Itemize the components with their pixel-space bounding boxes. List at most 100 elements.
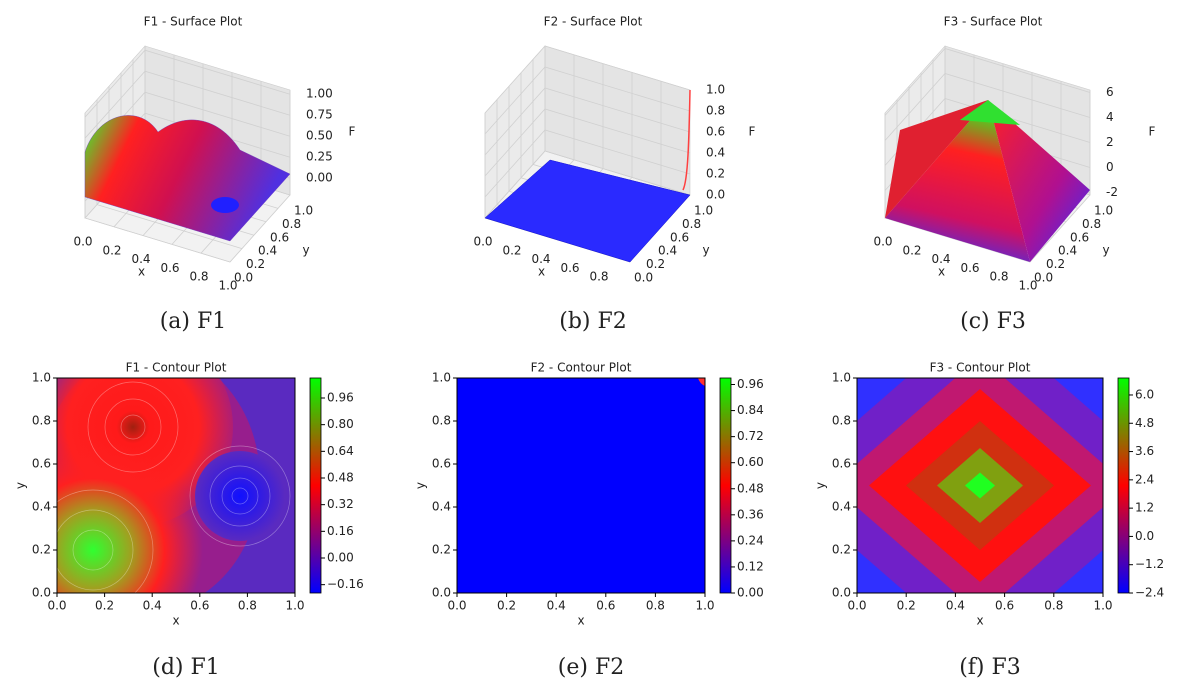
y-tick-label: 1.0 — [832, 371, 851, 385]
y-tick-label: 0.4 — [658, 244, 677, 258]
x-tick-label: 0.8 — [189, 270, 208, 284]
x-tick-label: 0.2 — [502, 243, 521, 257]
z-tick-label: 2 — [1106, 135, 1114, 149]
surface-f3-back — [885, 100, 988, 218]
x-tick-label: 0.4 — [143, 599, 162, 613]
x-tick-label: 0.6 — [190, 599, 209, 613]
x-tick-label: 0.2 — [102, 243, 121, 257]
y-tick-label: 0.2 — [646, 257, 665, 271]
chart-title: F2 - Contour Plot — [531, 361, 632, 375]
y-tick-label: 0.4 — [1058, 244, 1077, 258]
x-axis-label: x — [577, 614, 584, 628]
grid-line — [484, 108, 691, 177]
x-tick-label: 0.0 — [73, 235, 92, 249]
grid-line — [884, 73, 1091, 141]
z-tick-label: 1.0 — [706, 83, 725, 97]
surface-spike — [682, 89, 691, 191]
x-tick-label: 0.4 — [547, 599, 566, 613]
z-tick-label: 0.6 — [706, 125, 725, 139]
y-axis-label: y — [702, 243, 709, 257]
z-tick-label: 6 — [1106, 85, 1114, 99]
chart-title: F1 - Contour Plot — [126, 361, 227, 375]
x-tick-label: 0.8 — [989, 270, 1008, 284]
x-tick-label: 1.0 — [1093, 599, 1112, 613]
contour-f3 — [857, 378, 1103, 593]
colorbar-tick-label: −1.2 — [1135, 557, 1164, 571]
colorbar-tick-label: 6.0 — [1135, 387, 1154, 401]
y-tick-label: 0.8 — [832, 414, 851, 428]
y-tick-label: 0.8 — [682, 217, 701, 231]
x-tick-label: 1.0 — [1018, 279, 1037, 293]
z-tick-label: 0.4 — [706, 146, 725, 160]
colorbar-tick-label: 0.24 — [737, 533, 764, 547]
colorbar — [309, 377, 322, 594]
y-tick-label: 1.0 — [694, 204, 713, 218]
colorbar-tick-label: 4.8 — [1135, 416, 1154, 430]
contour-f2-corner — [698, 378, 705, 386]
y-tick-label: 0.2 — [1046, 257, 1065, 271]
colorbar-tick-label: 0.72 — [737, 429, 764, 443]
y-tick-label: 0.2 — [246, 257, 265, 271]
colorbar-tick-label: 1.2 — [1135, 501, 1154, 515]
z-tick-label: 0.00 — [306, 171, 333, 185]
z-tick-label: 0 — [1106, 160, 1114, 174]
chart-title: F3 - Surface Plot — [944, 15, 1043, 29]
y-tick-label: 0.8 — [1082, 217, 1101, 231]
z-tick-label: 4 — [1106, 110, 1114, 124]
x-axis-label: x — [172, 614, 179, 628]
caption: (d) F1 — [152, 655, 220, 680]
surface-f3-top — [960, 100, 1020, 125]
x-tick-label: 0.4 — [946, 599, 965, 613]
y-tick-label: 0.6 — [670, 230, 689, 244]
colorbar-tick-label: 0.84 — [737, 403, 764, 417]
x-tick-label: 1.0 — [285, 599, 304, 613]
x-tick-label: 0.4 — [531, 252, 550, 266]
z-tick-label: 0.50 — [306, 129, 333, 143]
grid-line — [84, 70, 291, 139]
x-tick-label: 0.6 — [560, 261, 579, 275]
x-tick-label: 0.0 — [447, 599, 466, 613]
z-tick-label: 0.25 — [306, 150, 333, 164]
y-tick-label: 1.0 — [1094, 204, 1113, 218]
y-tick-label: 0.2 — [432, 543, 451, 557]
x-tick-label: 0.8 — [589, 270, 608, 284]
y-tick-label: 0.2 — [32, 543, 51, 557]
grid-line — [84, 113, 231, 263]
x-tick-label: 0.6 — [960, 261, 979, 275]
x-tick-label: 0.0 — [873, 235, 892, 249]
colorbar-tick-label: 0.96 — [327, 391, 354, 405]
colorbar-tick-label: 0.80 — [327, 417, 354, 431]
colorbar-tick-label: 0.60 — [737, 455, 764, 469]
surface-f2 — [484, 159, 691, 263]
colorbar-tick-label: 0.48 — [327, 471, 354, 485]
colorbar-tick-label: 0.16 — [327, 524, 354, 538]
z-tick-label: 0.75 — [306, 108, 333, 122]
z-tick-label: 0.2 — [706, 167, 725, 181]
contour-f1 — [57, 378, 295, 593]
y-tick-label: 0.4 — [258, 244, 277, 258]
colorbar — [719, 377, 732, 594]
y-tick-label: 0.4 — [32, 500, 51, 514]
colorbar-tick-label: 0.00 — [737, 586, 764, 600]
x-tick-label: 0.6 — [995, 599, 1014, 613]
x-tick-label: 0.8 — [1044, 599, 1063, 613]
surface-f1 — [84, 115, 291, 242]
contour-f2 — [457, 378, 705, 593]
y-tick-label: 0.0 — [234, 271, 253, 285]
y-tick-label: 1.0 — [32, 371, 51, 385]
z-tick-label: 0.8 — [706, 104, 725, 118]
x-tick-label: 0.4 — [131, 252, 150, 266]
y-tick-label: 0.0 — [832, 586, 851, 600]
z-axis-label: F — [749, 125, 756, 139]
y-tick-label: 0.6 — [270, 230, 289, 244]
colorbar-tick-label: 0.00 — [327, 551, 354, 565]
axes: 0.00.20.40.60.81.00.00.20.40.60.81.00.00… — [14, 15, 1165, 681]
y-tick-label: 0.0 — [432, 586, 451, 600]
x-tick-label: 0.8 — [238, 599, 257, 613]
y-tick-label: 0.6 — [832, 457, 851, 471]
x-axis-label: x — [976, 614, 983, 628]
colorbar-tick-label: 0.32 — [327, 497, 354, 511]
y-axis-label: y — [302, 243, 309, 257]
plot-frame — [856, 377, 1104, 594]
y-tick-label: 0.4 — [432, 500, 451, 514]
